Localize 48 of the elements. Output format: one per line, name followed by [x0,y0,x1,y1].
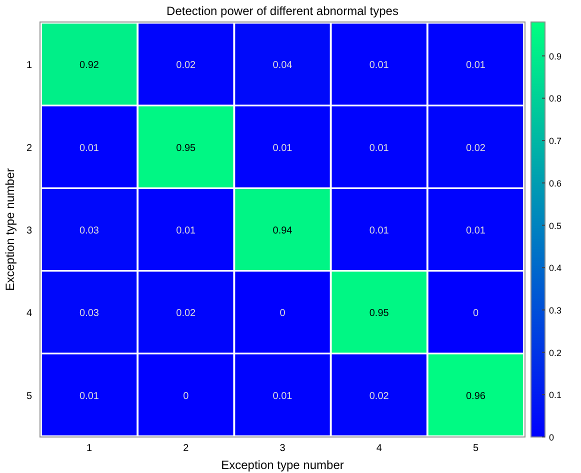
data-label: 0.02 [466,142,486,154]
data-label: 0 [472,308,479,320]
data-label: 0.02 [369,390,390,402]
data-label: 0.96 [466,390,486,402]
color-bar-label: 0.4 [549,263,562,274]
data-label: 0.95 [176,142,196,154]
y-tick-label: 5 [26,390,32,402]
y-tick-label: 4 [26,308,32,320]
data-label: 0.94 [272,226,293,236]
data-label: 0.03 [80,226,100,236]
data-label: 0.01 [369,142,390,154]
data-label: 0.01 [272,142,293,154]
y-tick-label: 3 [26,226,32,236]
color-bar-label: 0.8 [549,94,562,104]
data-label: 0.02 [176,60,196,72]
color-bar-label: 0.2 [549,348,562,358]
x-tick-label: 1 [86,443,92,454]
data-label: 0.92 [80,60,100,72]
data-label: 0 [183,390,190,402]
data-label: 0.01 [466,226,486,236]
color-bar-label: 0.1 [549,390,562,400]
data-label: 0.01 [272,390,293,402]
x-tick-label: 5 [472,443,479,454]
data-label: 0.04 [272,60,293,72]
color-bar-label: 0.5 [549,220,562,231]
data-label: 0.01 [369,60,390,72]
chart-title: Detection power of different abnormal types [166,4,398,18]
data-label: 0.01 [466,60,486,72]
data-label: 0.02 [176,308,196,320]
data-label: 0.03 [80,308,100,320]
data-label: 0.01 [369,226,390,236]
data-label: 0.95 [369,308,390,320]
color-bar-label: 0 [549,432,554,442]
x-axis-title: Exception type number [221,458,344,472]
x-tick-label: 2 [183,443,190,454]
color-bar-label: 0.9 [549,51,562,62]
x-tick-label: 3 [280,443,286,454]
data-label: 0 [280,308,286,320]
color-bar-label: 0.7 [549,136,562,146]
color-bar-label: 0.6 [549,178,562,188]
data-label: 0.01 [176,226,196,236]
data-label: 0.01 [80,390,100,402]
y-tick-label: 2 [26,142,32,154]
y-axis-title: Exception type number [3,168,17,291]
y-tick-label: 1 [26,60,32,72]
color-bar-label: 0.3 [549,305,562,316]
x-tick-label: 4 [376,443,382,454]
data-label: 0.01 [80,142,100,154]
